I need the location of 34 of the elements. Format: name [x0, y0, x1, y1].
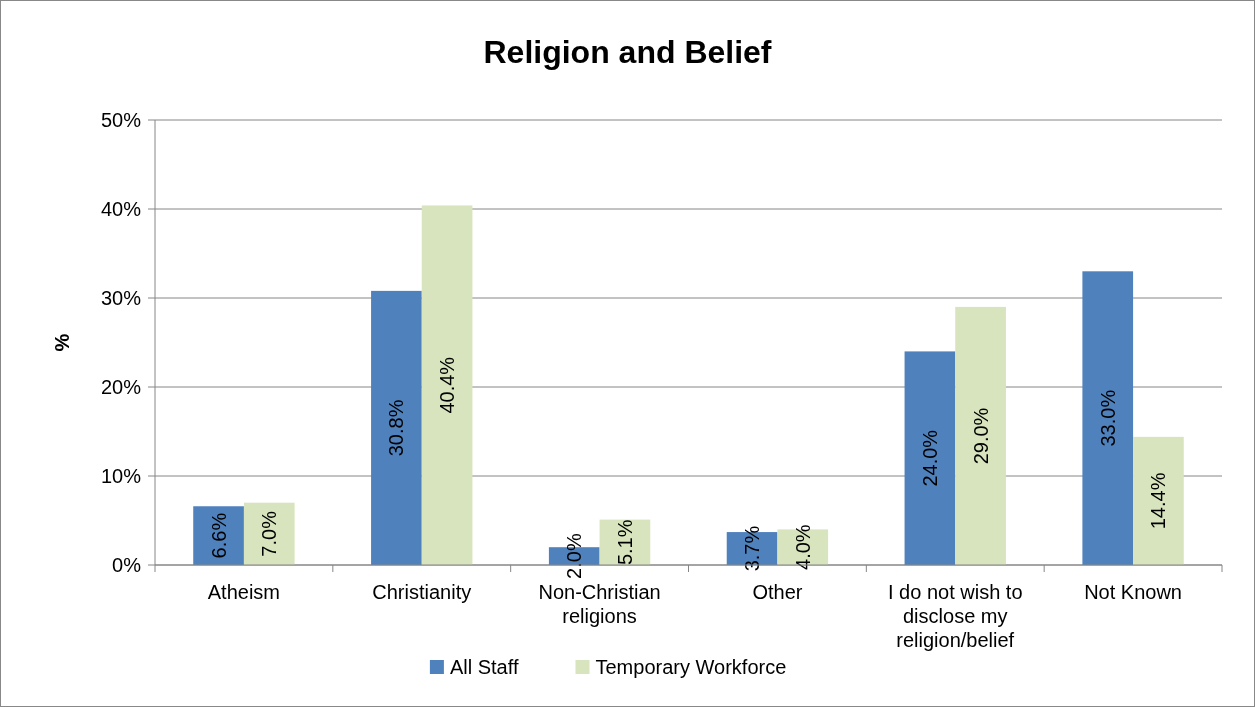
chart-title: Religion and Belief: [483, 34, 772, 70]
bar: [1082, 271, 1134, 565]
x-tick-label: I do not wish to disclose my religion/belief: [887, 581, 1023, 651]
bar: [955, 306, 1006, 565]
data-label: 2.0%: [563, 533, 586, 579]
y-tick-label: 50%: [100, 109, 142, 131]
data-label: 24.0%: [918, 429, 941, 487]
x-tick-label: Not Known: [1084, 581, 1183, 603]
x-tick-label: Atheism: [207, 581, 281, 603]
y-tick-label: 10%: [100, 465, 142, 487]
data-label: 3.7%: [741, 525, 764, 572]
data-label: 40.4%: [436, 356, 459, 414]
data-label: 29.0%: [969, 407, 992, 465]
x-tick-label: Other: [752, 581, 803, 603]
y-tick-label: 30%: [100, 287, 142, 309]
data-label: 6.6%: [207, 512, 230, 559]
y-axis-title: %: [51, 333, 73, 352]
x-tick-label: Christianity: [372, 581, 472, 603]
data-label: 5.1%: [613, 519, 636, 566]
legend-label: Temporary Workforce: [595, 656, 787, 678]
data-label: 33.0%: [1096, 389, 1119, 447]
data-label: 7.0%: [258, 510, 281, 557]
bar: [421, 205, 473, 565]
data-label: 30.8%: [385, 399, 408, 457]
y-tick-label: 40%: [100, 198, 142, 220]
bar: [1133, 436, 1184, 565]
y-tick-label: 20%: [100, 376, 142, 398]
data-label: 4.0%: [791, 524, 814, 570]
bar: [904, 351, 956, 565]
legend-label: All Staff: [449, 656, 519, 678]
data-label: 14.4%: [1147, 472, 1170, 530]
x-tick-label: Non-Christian religions: [538, 581, 661, 627]
y-tick-label: 0%: [112, 554, 142, 576]
bar: [371, 290, 422, 565]
